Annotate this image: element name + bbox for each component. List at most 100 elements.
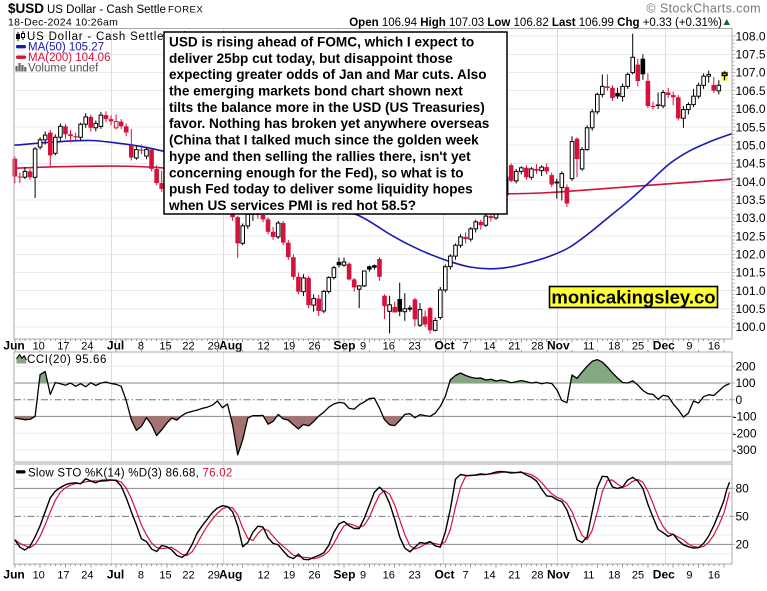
svg-text:11: 11	[583, 570, 594, 582]
svg-text:18: 18	[608, 570, 620, 582]
svg-text:24: 24	[81, 341, 93, 353]
svg-text:107.5: 107.5	[736, 48, 766, 62]
svg-text:101.5: 101.5	[736, 266, 766, 280]
svg-text:hype and then selling the rall: hype and then selling the rallies there,…	[169, 149, 471, 164]
svg-text:19: 19	[283, 570, 295, 582]
svg-text:Open 106.94 High 107.03 Low 10: Open 106.94 High 107.03 Low 106.82 Last …	[349, 17, 722, 29]
svg-text:103.5: 103.5	[736, 193, 766, 207]
svg-text:7: 7	[463, 341, 469, 353]
svg-text:MA(200) 104.06: MA(200) 104.06	[28, 52, 110, 64]
svg-text:29: 29	[208, 341, 220, 353]
svg-text:push Fed today to deliver some: push Fed today to deliver some liquidity…	[169, 182, 473, 197]
svg-text:Sep: Sep	[333, 339, 355, 353]
svg-text:expecting greater odds of Jan: expecting greater odds of Jan and Mar cu…	[169, 67, 487, 82]
svg-text:Oct: Oct	[434, 568, 454, 582]
svg-text:104.0: 104.0	[736, 175, 766, 189]
svg-text:Volume undef: Volume undef	[28, 63, 99, 75]
svg-text:17: 17	[57, 341, 69, 353]
svg-text:105.5: 105.5	[736, 120, 766, 134]
svg-text:-300: -300	[733, 443, 757, 457]
svg-text:22: 22	[182, 341, 194, 353]
svg-text:103.0: 103.0	[736, 211, 766, 225]
svg-text:24: 24	[81, 570, 93, 582]
svg-text:8: 8	[138, 341, 144, 353]
svg-text:18: 18	[608, 341, 620, 353]
svg-text:107.0: 107.0	[736, 66, 766, 80]
svg-text:-100: -100	[733, 410, 757, 424]
svg-text:12: 12	[257, 341, 269, 353]
svg-text:14: 14	[483, 341, 495, 353]
svg-text:100.5: 100.5	[736, 302, 766, 316]
svg-text:Nov: Nov	[547, 568, 570, 582]
svg-text:19: 19	[283, 341, 295, 353]
svg-text:102.0: 102.0	[736, 248, 766, 262]
svg-text:16: 16	[708, 341, 720, 353]
svg-text:Jul: Jul	[107, 339, 124, 353]
svg-text:29: 29	[208, 570, 220, 582]
svg-text:106.5: 106.5	[736, 84, 766, 98]
svg-text:80: 80	[736, 482, 750, 496]
svg-text:16: 16	[708, 570, 720, 582]
svg-text:-200: -200	[733, 426, 757, 440]
svg-text:21: 21	[508, 570, 520, 582]
svg-text:25: 25	[632, 570, 644, 582]
svg-text:9: 9	[360, 570, 366, 582]
svg-text:Aug: Aug	[219, 568, 242, 582]
svg-text:(China that I talked much sinc: (China that I talked much since the gold…	[169, 133, 479, 148]
svg-text:17: 17	[57, 570, 69, 582]
svg-text:when US services PMI is red ho: when US services PMI is red hot 58.5?	[168, 198, 416, 213]
svg-text:100.0: 100.0	[736, 320, 766, 334]
svg-text:104.5: 104.5	[736, 157, 766, 171]
svg-text:favor. Nothing has broken yet: favor. Nothing has broken yet anywhere o…	[169, 116, 489, 131]
svg-text:Jun: Jun	[3, 339, 24, 353]
svg-text:monicakingsley.co: monicakingsley.co	[551, 287, 715, 308]
svg-text:tilts the balance more in the: tilts the balance more in the USD (US Tr…	[169, 100, 485, 115]
svg-text:14: 14	[483, 570, 495, 582]
svg-text:Sep: Sep	[333, 568, 355, 582]
svg-text:CCI(20) 95.66: CCI(20) 95.66	[27, 354, 107, 366]
svg-text:Jun: Jun	[3, 568, 24, 582]
svg-text:Aug: Aug	[219, 339, 242, 353]
svg-text:the emerging markets bond char: the emerging markets bond chart shown ne…	[169, 84, 463, 99]
svg-text:22: 22	[182, 570, 194, 582]
svg-text:101.0: 101.0	[736, 284, 766, 298]
svg-text:10: 10	[33, 570, 45, 582]
svg-text:18-Dec-2024 10:26am: 18-Dec-2024 10:26am	[8, 17, 118, 29]
svg-text:16: 16	[383, 341, 395, 353]
svg-text:deliver 25bp cut today, but di: deliver 25bp cut today, but disappoint t…	[169, 51, 453, 66]
svg-text:Slow STO %K(14) %D(3) 86.68, 7: Slow STO %K(14) %D(3) 86.68, 76.02	[28, 468, 233, 480]
svg-text:200: 200	[736, 360, 756, 374]
svg-text:9: 9	[686, 570, 692, 582]
svg-text:15: 15	[159, 570, 171, 582]
svg-text:11: 11	[583, 341, 594, 353]
svg-text:16: 16	[383, 570, 395, 582]
svg-text:10: 10	[33, 341, 45, 353]
svg-text:26: 26	[308, 570, 320, 582]
svg-text:Dec: Dec	[653, 339, 675, 353]
svg-text:© StockCharts.com: © StockCharts.com	[646, 2, 761, 16]
svg-text:MA(50) 105.27: MA(50) 105.27	[28, 42, 104, 54]
svg-text:26: 26	[308, 341, 320, 353]
svg-text:108.0: 108.0	[736, 29, 766, 43]
svg-text:USD is rising ahead of FOMC, w: USD is rising ahead of FOMC, which I exp…	[169, 35, 474, 50]
svg-text:US Dollar - Cash Settle Index: US Dollar - Cash Settle Index	[27, 31, 200, 43]
svg-text:25: 25	[632, 341, 644, 353]
svg-text:50: 50	[736, 510, 750, 524]
svg-text:23: 23	[408, 341, 420, 353]
svg-text:Jul: Jul	[107, 568, 124, 582]
svg-text:9: 9	[360, 341, 366, 353]
svg-text:concerning enough for the Fed): concerning enough for the Fed), so what …	[169, 165, 464, 180]
svg-text:Nov: Nov	[547, 339, 570, 353]
svg-text:Oct: Oct	[434, 339, 454, 353]
svg-text:US Dollar - Cash Settle: US Dollar - Cash Settle	[47, 4, 166, 16]
svg-text:20: 20	[736, 538, 750, 552]
svg-text:Dec: Dec	[653, 568, 675, 582]
svg-text:28: 28	[531, 570, 543, 582]
svg-text:23: 23	[408, 570, 420, 582]
svg-text:105.0: 105.0	[736, 138, 766, 152]
svg-text:15: 15	[159, 341, 171, 353]
svg-text:28: 28	[531, 341, 543, 353]
svg-text:7: 7	[463, 570, 469, 582]
svg-text:12: 12	[257, 570, 269, 582]
svg-text:FOREX: FOREX	[168, 5, 203, 16]
